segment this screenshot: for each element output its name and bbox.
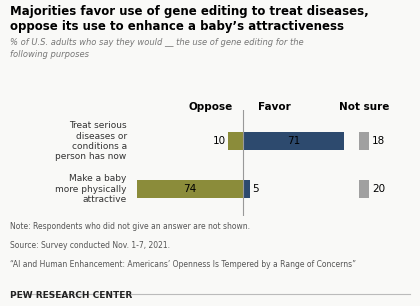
Bar: [359, 132, 369, 151]
Bar: [136, 180, 243, 199]
Text: 10: 10: [213, 136, 226, 146]
Text: Make a baby
more physically
attractive: Make a baby more physically attractive: [55, 174, 127, 204]
Text: Favor: Favor: [257, 102, 290, 112]
Text: PEW RESEARCH CENTER: PEW RESEARCH CENTER: [10, 291, 133, 300]
Text: 5: 5: [252, 184, 258, 194]
Text: % of U.S. adults who say they would __ the use of gene editing for the
following: % of U.S. adults who say they would __ t…: [10, 38, 304, 59]
Text: 74: 74: [183, 184, 196, 194]
Text: Source: Survey conducted Nov. 1-7, 2021.: Source: Survey conducted Nov. 1-7, 2021.: [10, 241, 171, 250]
Text: 18: 18: [372, 136, 385, 146]
Bar: [228, 132, 243, 151]
Text: 20: 20: [372, 184, 385, 194]
Bar: [359, 180, 369, 199]
Text: Note: Respondents who did not give an answer are not shown.: Note: Respondents who did not give an an…: [10, 222, 250, 231]
Text: oppose its use to enhance a baby’s attractiveness: oppose its use to enhance a baby’s attra…: [10, 20, 344, 33]
Text: 71: 71: [287, 136, 300, 146]
Bar: [243, 180, 250, 199]
Text: Not sure: Not sure: [339, 102, 389, 112]
Text: Majorities favor use of gene editing to treat diseases,: Majorities favor use of gene editing to …: [10, 5, 369, 17]
Text: “AI and Human Enhancement: Americans’ Openness Is Tempered by a Range of Concern: “AI and Human Enhancement: Americans’ Op…: [10, 260, 357, 269]
Text: Oppose: Oppose: [189, 102, 233, 112]
Bar: [243, 132, 344, 151]
Text: Treat serious
diseases or
conditions a
person has now: Treat serious diseases or conditions a p…: [55, 121, 127, 162]
